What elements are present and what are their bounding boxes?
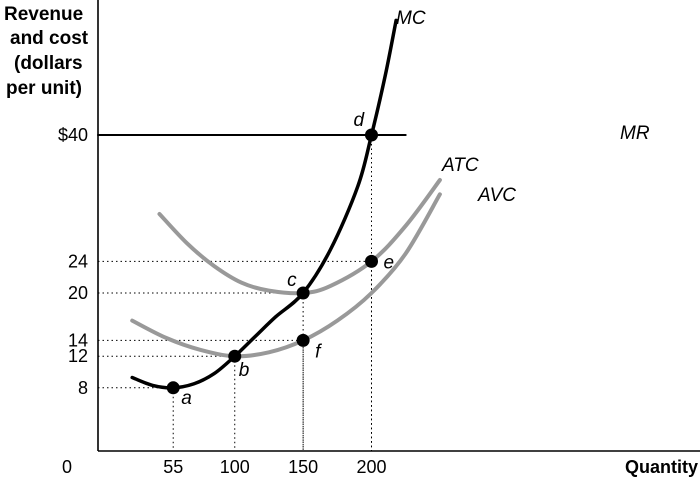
point-label-d: d (354, 110, 366, 131)
y-tick-label: 14 (68, 330, 88, 350)
origin-label: 0 (62, 457, 72, 477)
curves (97, 18, 442, 390)
y-axis-title-line: Revenue (4, 4, 83, 25)
y-tick-label: $40 (58, 125, 88, 145)
y-axis-title-line: and cost (10, 28, 89, 49)
y-axis-title-line: per unit) (6, 78, 82, 99)
y-tick-label: 8 (78, 378, 88, 398)
point-label-f: f (315, 341, 322, 362)
avc-curve (130, 192, 442, 359)
point-label-a: a (181, 388, 192, 409)
curve-label-mr: MR (620, 123, 650, 144)
point-a (166, 381, 180, 395)
x-axis-title: Quantity (625, 457, 698, 477)
x-tick-label: 55 (163, 457, 183, 477)
point-c (296, 286, 310, 300)
y-axis-title: Revenue and cost (dollars per unit) (4, 4, 89, 99)
curve-labels: MC ATC AVC MR (396, 8, 650, 206)
point-e (365, 254, 378, 268)
point-label-b: b (239, 360, 250, 381)
curve-label-avc: AVC (477, 185, 516, 206)
curve-label-atc: ATC (441, 155, 479, 176)
y-tick-label: 12 (68, 346, 88, 366)
point-b (228, 349, 242, 363)
y-tick-label: 24 (68, 251, 88, 271)
mc-curve (130, 18, 398, 390)
labeled-points: a b c d e f (166, 110, 395, 409)
y-tick-label: 20 (68, 283, 88, 303)
guide-lines (98, 134, 372, 451)
x-tick-label: 100 (220, 457, 250, 477)
atc-curve (157, 178, 442, 296)
point-f (296, 333, 310, 347)
x-tick-label: 150 (288, 457, 318, 477)
x-tick-label: 200 (356, 457, 386, 477)
point-label-c: c (287, 270, 297, 291)
curve-label-mc: MC (396, 8, 426, 29)
point-label-e: e (384, 252, 395, 273)
y-axis-title-line: (dollars (14, 53, 83, 74)
point-d (365, 128, 378, 142)
